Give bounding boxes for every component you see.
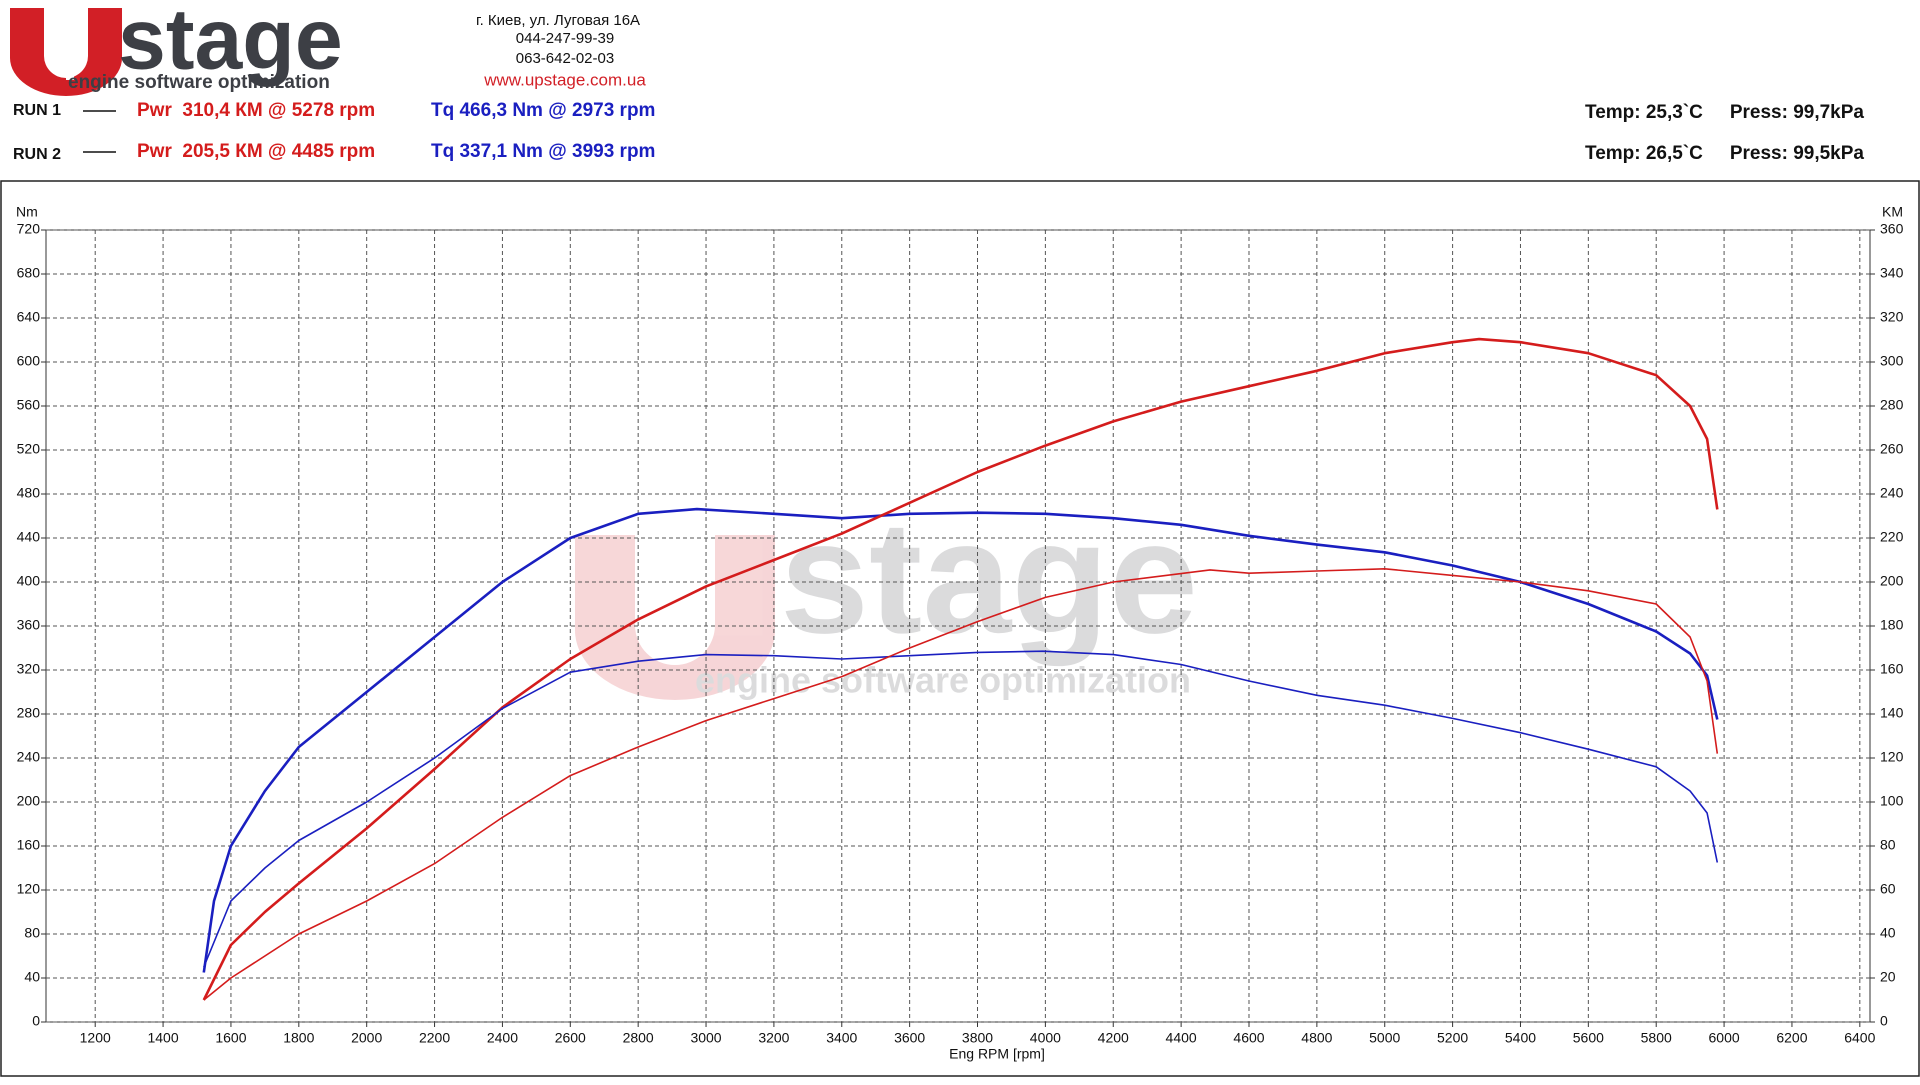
- y2-tick-label: 280: [1880, 397, 1904, 413]
- y-tick-label: 560: [17, 397, 41, 413]
- website: www.upstage.com.ua: [483, 70, 646, 89]
- run-press: Press: 99,5kPa: [1730, 143, 1865, 164]
- x-tick-label: 2800: [623, 1030, 654, 1046]
- x-axis-label: Eng RPM [rpm]: [949, 1046, 1045, 1062]
- y2-tick-label: 320: [1880, 309, 1904, 325]
- y-tick-label: 0: [32, 1013, 40, 1029]
- x-tick-label: 5600: [1573, 1030, 1604, 1046]
- y-tick-label: 440: [17, 529, 41, 545]
- x-tick-label: 4000: [1030, 1030, 1061, 1046]
- x-tick-label: 6200: [1776, 1030, 1807, 1046]
- y2-tick-label: 360: [1880, 221, 1904, 237]
- address: г. Киев, ул. Луговая 16А: [476, 12, 640, 29]
- curve: [202, 507, 1719, 973]
- run-press: Press: 99,7kPa: [1730, 102, 1865, 123]
- x-tick-label: 1200: [80, 1030, 111, 1046]
- y2-axis-label: KM: [1882, 204, 1903, 220]
- y2-tick-label: 120: [1880, 749, 1904, 765]
- watermark-tagline: engine software optimization: [695, 660, 1191, 701]
- x-tick-label: 3200: [758, 1030, 789, 1046]
- y2-tick-label: 240: [1880, 485, 1904, 501]
- logo-text: stage: [118, 0, 343, 88]
- x-tick-label: 2400: [487, 1030, 518, 1046]
- x-tick-label: 3800: [962, 1030, 993, 1046]
- y2-tick-label: 160: [1880, 661, 1904, 677]
- y-tick-label: 120: [17, 881, 41, 897]
- chart-frame: [0, 180, 1920, 1077]
- x-tick-label: 6400: [1844, 1030, 1875, 1046]
- x-tick-label: 1400: [147, 1030, 178, 1046]
- y-tick-label: 680: [17, 265, 41, 281]
- y-tick-label: 240: [17, 749, 41, 765]
- y2-tick-label: 300: [1880, 353, 1904, 369]
- y-tick-label: 80: [24, 925, 40, 941]
- y-tick-label: 200: [17, 793, 41, 809]
- x-tick-label: 2600: [555, 1030, 586, 1046]
- y2-tick-label: 80: [1880, 837, 1896, 853]
- y-tick-label: 520: [17, 441, 41, 457]
- y-tick-label: 320: [17, 661, 41, 677]
- run-power: Pwr 310,4 КМ @ 5278 rpm: [137, 100, 375, 121]
- curve: [203, 650, 1719, 968]
- y2-tick-label: 220: [1880, 529, 1904, 545]
- x-tick-label: 1800: [283, 1030, 314, 1046]
- x-tick-label: 1600: [215, 1030, 246, 1046]
- y-tick-label: 480: [17, 485, 41, 501]
- y-tick-label: 640: [17, 309, 41, 325]
- y2-tick-label: 140: [1880, 705, 1904, 721]
- watermark: stage engine software optimization: [575, 487, 1198, 701]
- x-tick-label: 5400: [1505, 1030, 1536, 1046]
- y2-tick-label: 200: [1880, 573, 1904, 589]
- y-axis-label: Nm: [16, 204, 38, 220]
- curve: [202, 337, 1719, 1001]
- run-torque: Tq 466,3 Nm @ 2973 rpm: [431, 100, 655, 121]
- x-tick-label: 5200: [1437, 1030, 1468, 1046]
- y2-tick-label: 40: [1880, 925, 1896, 941]
- y2-tick-label: 60: [1880, 881, 1896, 897]
- y2-tick-label: 180: [1880, 617, 1904, 633]
- x-tick-label: 4800: [1301, 1030, 1332, 1046]
- x-tick-label: 4600: [1233, 1030, 1264, 1046]
- y2-tick-label: 340: [1880, 265, 1904, 281]
- phone: 044-247-99-39: [516, 30, 614, 47]
- run-temp: Temp: 26,5`C: [1585, 143, 1703, 164]
- run-label: RUN 2: [13, 146, 61, 163]
- x-tick-label: 4400: [1166, 1030, 1197, 1046]
- y-tick-label: 40: [24, 969, 40, 985]
- run-torque: Tq 337,1 Nm @ 3993 rpm: [431, 141, 655, 162]
- x-tick-label: 3600: [894, 1030, 925, 1046]
- y2-tick-label: 100: [1880, 793, 1904, 809]
- y-tick-label: 720: [17, 221, 41, 237]
- y-tick-label: 160: [17, 837, 41, 853]
- x-tick-label: 6000: [1709, 1030, 1740, 1046]
- x-tick-label: 2200: [419, 1030, 450, 1046]
- curve: [203, 568, 1719, 1001]
- tagline: engine software optimization: [68, 72, 330, 93]
- x-tick-label: 3400: [826, 1030, 857, 1046]
- x-tick-label: 5800: [1641, 1030, 1672, 1046]
- logo: stage engine software optimization: [10, 0, 343, 96]
- x-tick-label: 3000: [690, 1030, 721, 1046]
- y2-tick-label: 0: [1880, 1013, 1888, 1029]
- y2-tick-label: 20: [1880, 969, 1896, 985]
- y-tick-label: 400: [17, 573, 41, 589]
- y-tick-label: 360: [17, 617, 41, 633]
- y-tick-label: 600: [17, 353, 41, 369]
- phone: 063-642-02-03: [516, 50, 614, 67]
- run-temp: Temp: 25,3`C: [1585, 102, 1703, 123]
- run-power: Pwr 205,5 КМ @ 4485 rpm: [137, 141, 375, 162]
- x-tick-label: 5000: [1369, 1030, 1400, 1046]
- run-label: RUN 1: [13, 102, 61, 119]
- x-tick-label: 4200: [1098, 1030, 1129, 1046]
- y-tick-label: 280: [17, 705, 41, 721]
- x-tick-label: 2000: [351, 1030, 382, 1046]
- y2-tick-label: 260: [1880, 441, 1904, 457]
